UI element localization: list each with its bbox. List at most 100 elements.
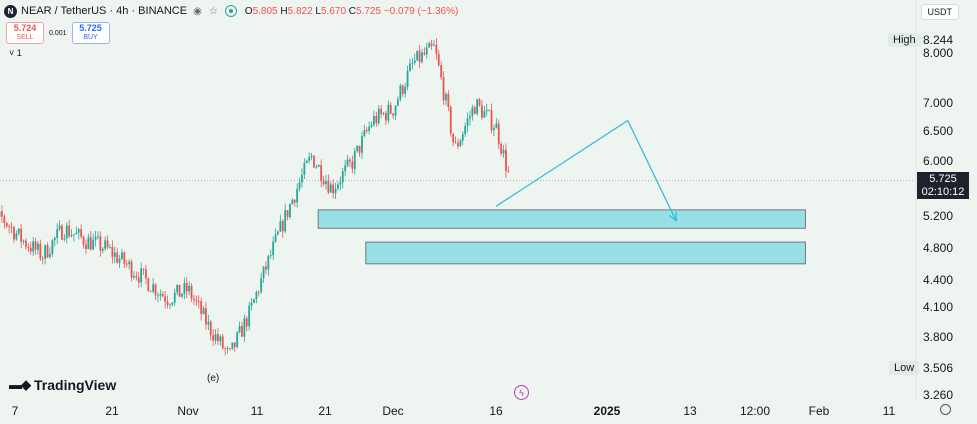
currency-selector[interactable]: USDT xyxy=(920,4,959,20)
candle-body xyxy=(284,210,287,232)
candle-body xyxy=(41,258,44,260)
candle xyxy=(217,328,219,346)
symbol-header[interactable]: N NEAR / TetherUS · 4h · BINANCE ◉ ☆ O5.… xyxy=(4,3,458,19)
candle-body xyxy=(303,162,306,175)
candle-body xyxy=(334,188,337,194)
indicators-collapse-toggle[interactable]: ˅ 1 xyxy=(9,48,22,58)
candle-body xyxy=(452,133,455,143)
candle-body xyxy=(315,166,318,168)
candle xyxy=(46,242,49,259)
candle xyxy=(488,109,491,112)
candle xyxy=(3,214,6,229)
candle xyxy=(202,305,205,315)
candle xyxy=(73,234,75,242)
price-tick: 6.500 xyxy=(923,124,954,138)
candle-body xyxy=(483,111,486,118)
candle-body xyxy=(200,301,203,314)
candle xyxy=(238,321,241,334)
projection-arrowhead xyxy=(668,211,677,223)
candle-body xyxy=(313,155,315,168)
candle xyxy=(41,255,44,265)
candle-body xyxy=(13,227,15,240)
candle-body xyxy=(399,85,402,100)
candle-body xyxy=(243,318,246,337)
symbol-title[interactable]: NEAR / TetherUS · 4h · BINANCE xyxy=(21,5,188,17)
candle-body xyxy=(269,255,272,256)
candle xyxy=(358,145,361,157)
candle-body xyxy=(377,108,380,124)
candle-body xyxy=(310,155,313,157)
candle xyxy=(61,223,63,241)
candle-body xyxy=(226,348,229,350)
candle-body xyxy=(178,284,181,297)
candle-body xyxy=(173,292,176,303)
candle xyxy=(430,39,433,50)
candle xyxy=(49,247,51,259)
candle-body xyxy=(433,44,435,46)
candle-body xyxy=(1,211,3,217)
candle-body xyxy=(428,43,431,48)
sell-button[interactable]: 5.724 SELL xyxy=(6,22,44,44)
candle xyxy=(483,105,486,118)
candle xyxy=(109,244,111,249)
candle xyxy=(425,42,428,59)
candle xyxy=(39,239,42,261)
candle xyxy=(457,138,459,150)
candle xyxy=(188,281,191,296)
buy-button[interactable]: 5.725 BUY xyxy=(71,22,110,44)
candle xyxy=(25,238,27,250)
candle-body xyxy=(418,50,421,63)
candle xyxy=(147,277,150,292)
candle xyxy=(442,71,445,105)
candle-body xyxy=(97,236,99,238)
candle xyxy=(250,297,253,311)
candle-body xyxy=(296,188,299,203)
bar-countdown: 02:10:12 xyxy=(921,186,965,198)
candle xyxy=(241,321,243,337)
axis-settings-icon[interactable] xyxy=(940,404,951,415)
price-tick: 4.400 xyxy=(923,273,954,287)
market-open-indicator[interactable] xyxy=(224,5,237,17)
tradingview-logo[interactable]: ▬◆ TradingView xyxy=(9,377,117,393)
candle-body xyxy=(469,116,471,119)
candle xyxy=(87,233,90,250)
candle-body xyxy=(197,300,200,302)
candle xyxy=(154,282,157,301)
candle xyxy=(461,131,464,145)
candle xyxy=(344,159,347,177)
candle xyxy=(181,293,183,299)
candle-body xyxy=(255,291,258,300)
candle xyxy=(329,181,332,193)
eye-icon[interactable]: ◉ xyxy=(193,5,202,17)
candle-body xyxy=(248,305,251,327)
candle-body xyxy=(49,253,51,258)
candle-body xyxy=(373,115,375,125)
time-tick: Feb xyxy=(808,404,830,418)
lightning-icon[interactable]: ϟ xyxy=(514,385,529,400)
star-icon[interactable]: ☆ xyxy=(208,5,218,17)
candle-body xyxy=(485,109,488,112)
candle xyxy=(75,226,78,235)
projection-path xyxy=(495,119,677,222)
candle-body xyxy=(109,247,111,248)
candle xyxy=(435,38,438,60)
candle xyxy=(445,91,447,106)
candle xyxy=(94,230,97,247)
candle-body xyxy=(502,149,505,154)
candle-body xyxy=(267,255,270,270)
candle-body xyxy=(20,228,23,242)
candle-body xyxy=(111,247,114,257)
candle-body xyxy=(260,278,263,293)
candle-body xyxy=(27,246,30,248)
candle xyxy=(44,244,47,265)
candle-body xyxy=(39,243,42,259)
candle-body xyxy=(466,118,469,127)
price-tick: 7.000 xyxy=(923,96,954,110)
candle xyxy=(413,53,416,65)
candle xyxy=(51,239,54,258)
candle xyxy=(53,236,56,247)
candle-body xyxy=(495,123,498,129)
candle xyxy=(214,329,217,345)
candle xyxy=(469,110,471,126)
